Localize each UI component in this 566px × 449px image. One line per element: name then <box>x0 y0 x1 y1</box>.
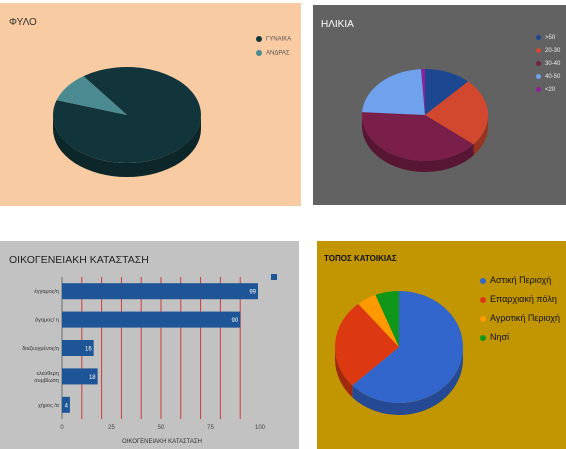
pie-slice <box>362 69 425 115</box>
legend-label: Νησί <box>490 332 510 342</box>
legend-item-men: ΑΝΔΡΑΣ <box>256 50 290 57</box>
legend-item-residence: Νησί <box>480 332 509 342</box>
legend-swatch <box>536 74 541 79</box>
residence-chart-panel: ΤΟΠΟΣ ΚΑΤΟΙΚΙΑΣ Αστική Περιοχή Επαρχιακή … <box>317 241 566 449</box>
pie-side <box>53 115 201 177</box>
legend-label: <20 <box>545 87 556 94</box>
pie-slice-side <box>335 347 353 398</box>
legend-item-age: 30-40 <box>536 61 560 67</box>
pie-slice-side <box>473 115 488 156</box>
legend-swatch <box>480 277 486 284</box>
legend-label: ΓΥΝΑΙΚΑ <box>266 36 292 43</box>
bar-value-label: 18 <box>89 375 96 381</box>
legend-swatch <box>256 50 262 56</box>
legend-label: ΑΝΔΡΑΣ <box>266 50 290 57</box>
category-label: ελεύθερη <box>37 370 59 377</box>
pie-top <box>335 291 463 403</box>
pie-slice <box>362 112 474 162</box>
legend-label: 40-50 <box>545 74 561 81</box>
x-tick-label: 25 <box>108 425 115 431</box>
pie-slice <box>335 303 399 386</box>
pie-slice <box>56 76 127 115</box>
category-label: άγαμος/ η <box>35 317 59 324</box>
legend-swatch <box>480 315 486 322</box>
marital-chart-title: ΟΙΚΟΓΕΝΕΙΑΚΗ ΚΑΤΑΣΤΑΣΗ <box>9 254 149 266</box>
x-tick-label: 50 <box>158 425 165 431</box>
legend-item-residence: Επαρχιακή πόλη <box>480 294 557 304</box>
legend-item-age: 20-30 <box>536 48 560 54</box>
bar-value-label: 99 <box>249 290 256 296</box>
legend-item-age: 40-50 <box>536 74 560 80</box>
bar-value-label: 16 <box>85 347 92 353</box>
x-tick-label: 75 <box>207 425 214 431</box>
legend-swatch <box>536 61 541 66</box>
pie-top <box>52 67 202 163</box>
legend-swatch <box>480 296 486 303</box>
pie-slice-side <box>362 115 474 172</box>
pie-side <box>335 347 463 415</box>
legend-label: 30-40 <box>545 61 561 68</box>
legend-item-residence: Αγροτική Περιοχή <box>480 313 560 323</box>
pie-top <box>362 69 488 162</box>
marital-status-chart-panel: ΟΙΚΟΓΕΝΕΙΑΚΗ ΚΑΤΑΣΤΑΣΗ 99 έγγαμος/η 90 άγαμ… <box>0 241 299 449</box>
bar <box>62 396 70 413</box>
x-tick-label: 0 <box>60 425 64 431</box>
bar <box>62 368 98 385</box>
bar-value-label: 90 <box>232 318 239 324</box>
residence-chart-title: ΤΟΠΟΣ ΚΑΤΟΙΚΙΑΣ <box>324 254 397 263</box>
legend-swatch <box>536 48 541 53</box>
legend-item-residence: Αστική Περιοχή <box>480 275 551 285</box>
pie-slice <box>375 291 399 347</box>
bar <box>62 311 241 328</box>
residence-pie-chart <box>335 291 463 415</box>
x-tick-label: 100 <box>255 425 266 431</box>
legend-item-age: <20 <box>536 87 555 93</box>
legend-swatch <box>256 36 262 42</box>
legend-swatch <box>536 35 541 40</box>
category-label: διαζευγμένος/η <box>22 345 59 352</box>
pie-slice <box>352 291 463 403</box>
x-axis-label: ΟΙΚΟΓΕΝΕΙΑΚΗ ΚΑΤΑΣΤΑΣΗ <box>122 439 202 445</box>
legend-item-women: ΓΥΝΑΙΚΑ <box>256 36 291 43</box>
legend-label: 20-30 <box>545 48 561 55</box>
pie-slice <box>425 69 469 115</box>
category-label: έγγαμος/η <box>34 288 59 295</box>
category-label: συμβίωση <box>34 378 59 384</box>
bar <box>62 340 94 356</box>
bar-value-label: 4 <box>65 403 69 409</box>
age-pie-chart <box>362 69 488 172</box>
legend-swatch <box>271 274 277 280</box>
pie-slice-side <box>53 115 201 177</box>
marital-bar-chart: 99 έγγαμος/η 90 άγαμος/ η 16 διαζευγμένος/η 18… <box>22 274 277 445</box>
legend-label: >50 <box>545 35 556 42</box>
pie-slice <box>425 81 488 145</box>
pie-slice <box>358 294 399 347</box>
age-chart-panel: ΗΛΙΚΙΑ >50 20-30 30-40 40-50 <20 <box>313 5 566 205</box>
legend-label: Επαρχιακή πόλη <box>490 294 557 304</box>
legend-label: Αστική Περιοχή <box>490 275 552 285</box>
pie-slice <box>421 69 425 115</box>
category-label: χήρος /α <box>38 402 60 409</box>
legend-swatch <box>536 87 541 92</box>
gender-pie-chart <box>52 67 202 177</box>
age-chart-title: ΗΛΙΚΙΑ <box>321 19 354 30</box>
gender-chart-title: ΦΥΛΟ <box>9 17 37 28</box>
legend-label: Αγροτική Περιοχή <box>490 313 561 323</box>
bar <box>62 283 259 300</box>
legend-swatch <box>480 334 486 341</box>
legend-item-age: >50 <box>536 35 555 41</box>
pie-side <box>362 115 488 172</box>
pie-slice-side <box>352 347 463 415</box>
gender-chart-panel: ΦΥΛΟ ΓΥΝΑΙΚΑ ΑΝΔΡΑΣ <box>0 3 301 206</box>
